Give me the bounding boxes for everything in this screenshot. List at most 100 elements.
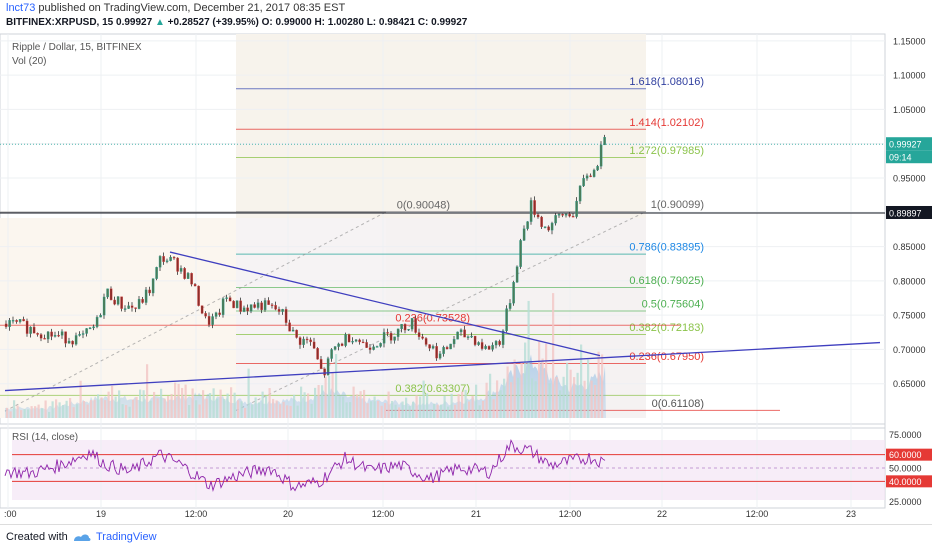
volume-bar bbox=[118, 390, 121, 418]
volume-bar bbox=[121, 404, 124, 418]
candle-body bbox=[337, 343, 340, 347]
candle-body bbox=[270, 304, 274, 306]
candle-body bbox=[232, 300, 235, 309]
volume-bar bbox=[282, 401, 285, 418]
candle-body bbox=[239, 300, 242, 312]
price-tick-label: 1.05000 bbox=[893, 105, 926, 115]
volume-bar bbox=[496, 380, 499, 418]
candle-body bbox=[148, 289, 151, 294]
fib-level-label: 0(0.61108) bbox=[652, 398, 704, 410]
candle-body bbox=[389, 332, 393, 341]
volume-bar bbox=[265, 396, 268, 418]
candle-body bbox=[470, 335, 473, 338]
volume-bar bbox=[289, 405, 292, 418]
volume-bar bbox=[552, 293, 555, 418]
volume-bar bbox=[405, 397, 408, 418]
candle-body bbox=[25, 320, 29, 334]
volume-bar bbox=[384, 403, 387, 418]
volume-bar bbox=[125, 405, 128, 418]
candle-body bbox=[589, 175, 592, 177]
rsi-tick-label: 75.0000 bbox=[889, 430, 922, 440]
volume-bar bbox=[534, 381, 537, 418]
candle-body bbox=[319, 359, 323, 369]
volume-bar bbox=[349, 402, 352, 418]
volume-bar bbox=[65, 400, 68, 418]
candle-body bbox=[127, 305, 130, 309]
fib-level-label: 0.236(0.67950) bbox=[629, 351, 704, 363]
candle-body bbox=[326, 358, 330, 376]
candle-body bbox=[64, 331, 67, 344]
volume-bar bbox=[457, 393, 460, 418]
volume-bar bbox=[422, 380, 425, 418]
volume-bar bbox=[370, 401, 373, 418]
volume-bar bbox=[524, 342, 527, 418]
volume-bar bbox=[450, 393, 453, 418]
candle-body bbox=[18, 319, 22, 322]
candle-body bbox=[71, 340, 74, 345]
candle-body bbox=[396, 328, 400, 337]
fib-retracement-label: 0.382(0.63307) bbox=[395, 383, 470, 395]
volume-bar bbox=[237, 400, 240, 418]
candle-body bbox=[543, 226, 547, 228]
candle-body bbox=[578, 185, 582, 202]
volume-bar bbox=[303, 392, 306, 418]
volume-bar bbox=[9, 411, 12, 418]
volume-bar bbox=[170, 393, 173, 418]
candle-body bbox=[428, 344, 431, 349]
candle-body bbox=[53, 335, 57, 337]
author-link[interactable]: lnct73 bbox=[6, 2, 36, 14]
candle-body bbox=[347, 334, 351, 343]
volume-bar bbox=[454, 404, 457, 418]
volume-bar bbox=[51, 401, 54, 418]
candle-body bbox=[246, 307, 249, 312]
fib-level-label: 0.5(0.75604) bbox=[642, 299, 704, 311]
rsi-tick-label: 60.0000 bbox=[889, 450, 922, 460]
volume-bar bbox=[363, 389, 366, 418]
volume-bar bbox=[20, 410, 23, 418]
volume-bar bbox=[506, 366, 509, 418]
candle-body bbox=[417, 332, 421, 337]
candle-body bbox=[221, 298, 225, 315]
candle-body bbox=[92, 326, 95, 329]
volume-bar bbox=[601, 354, 604, 418]
volume-bar bbox=[279, 404, 282, 418]
volume-bar bbox=[415, 395, 418, 418]
countdown-badge-label: 09:14 bbox=[889, 153, 912, 163]
candle-body bbox=[515, 266, 519, 283]
volume-bar bbox=[436, 404, 439, 418]
candle-body bbox=[599, 144, 603, 167]
volume-bar bbox=[167, 395, 170, 418]
volume-bar bbox=[461, 391, 464, 418]
volume-bar bbox=[293, 394, 296, 418]
candle-body bbox=[116, 296, 120, 305]
candle-body bbox=[162, 256, 165, 262]
volume-bar bbox=[356, 394, 359, 418]
candle-body bbox=[36, 333, 39, 335]
volume-bar bbox=[475, 384, 478, 418]
volume-ma-area bbox=[5, 354, 606, 418]
candle-body bbox=[113, 299, 116, 305]
time-axis: :00 19 12:00 20 12:00 21 12:00 22 12:00 23 bbox=[4, 509, 856, 519]
rsi-axis: 75.0000 60.0000 50.0000 40.0000 25.0000 bbox=[886, 430, 932, 507]
volume-bar bbox=[398, 407, 401, 418]
volume-bar bbox=[111, 385, 114, 418]
candle-body bbox=[183, 268, 186, 279]
volume-bar bbox=[310, 403, 313, 418]
candle-body bbox=[491, 344, 494, 350]
candle-body bbox=[501, 330, 505, 345]
volume-bar bbox=[48, 411, 51, 418]
candle-body bbox=[333, 346, 337, 350]
time-tick-label: 21 bbox=[471, 509, 481, 519]
tradingview-link[interactable]: TradingView bbox=[96, 531, 157, 543]
price-tick-label: 0.95000 bbox=[893, 174, 926, 184]
volume-bar bbox=[510, 382, 513, 418]
candle-body bbox=[365, 342, 368, 348]
candle-body bbox=[400, 323, 403, 330]
candle-body bbox=[414, 318, 417, 333]
candle-body bbox=[582, 178, 585, 187]
volume-bar bbox=[104, 400, 107, 418]
time-tick-label: 20 bbox=[283, 509, 293, 519]
volume-bar bbox=[230, 387, 233, 418]
candle-body bbox=[4, 323, 8, 328]
publish-line: lnct73 published on TradingView.com, Dec… bbox=[6, 2, 345, 14]
